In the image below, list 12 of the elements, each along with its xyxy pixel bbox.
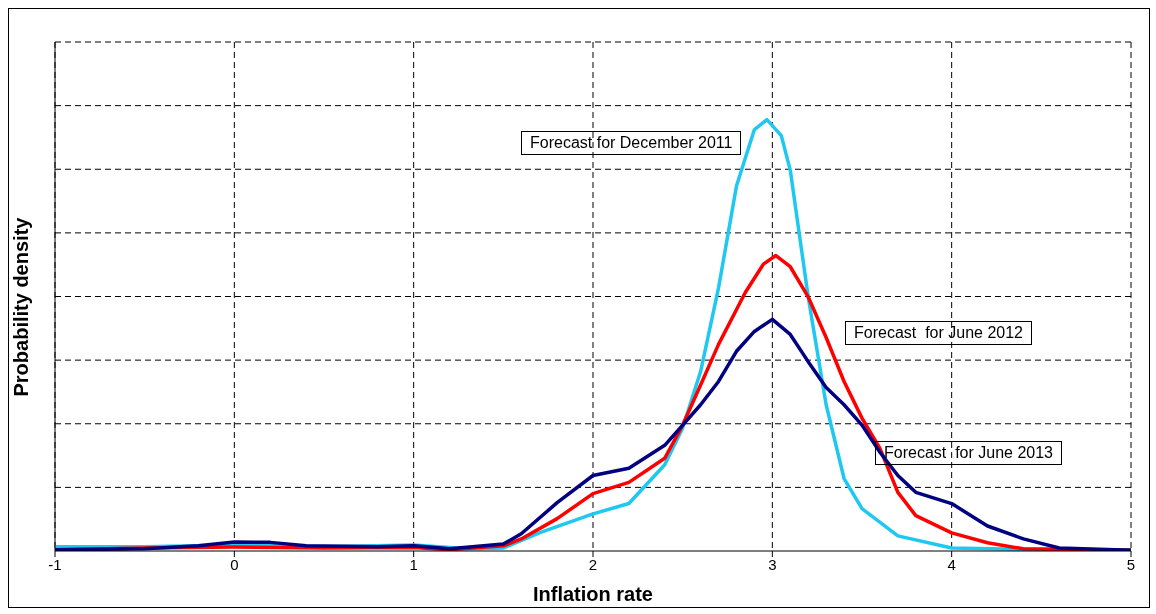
x-tick-label: 1 [409,555,418,573]
series-label: Forecast for December 2011 [521,131,742,155]
x-axis-title: Inflation rate [532,583,654,605]
x-tick-label: 0 [230,555,239,573]
x-tick-label: 2 [588,555,598,573]
series-label: Forecast for June 2013 [875,441,1062,465]
y-axis-title: Probability density [10,216,33,397]
x-tick-label: 3 [768,555,777,573]
series-label: Forecast for June 2012 [845,321,1032,345]
x-tick-label: 5 [1126,555,1136,573]
x-tick-label: -1 [48,555,62,573]
x-tick-label: 4 [947,555,956,573]
